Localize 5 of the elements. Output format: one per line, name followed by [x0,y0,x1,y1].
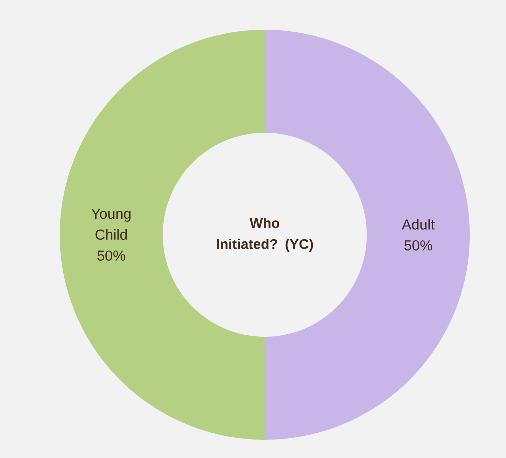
slice-label: Young Child [92,209,131,240]
text: Who Initiated? (YC) [217,218,314,252]
slice-label: Adult [402,219,435,230]
data-label: 50% [98,250,126,261]
data-label: 50% [404,240,432,251]
